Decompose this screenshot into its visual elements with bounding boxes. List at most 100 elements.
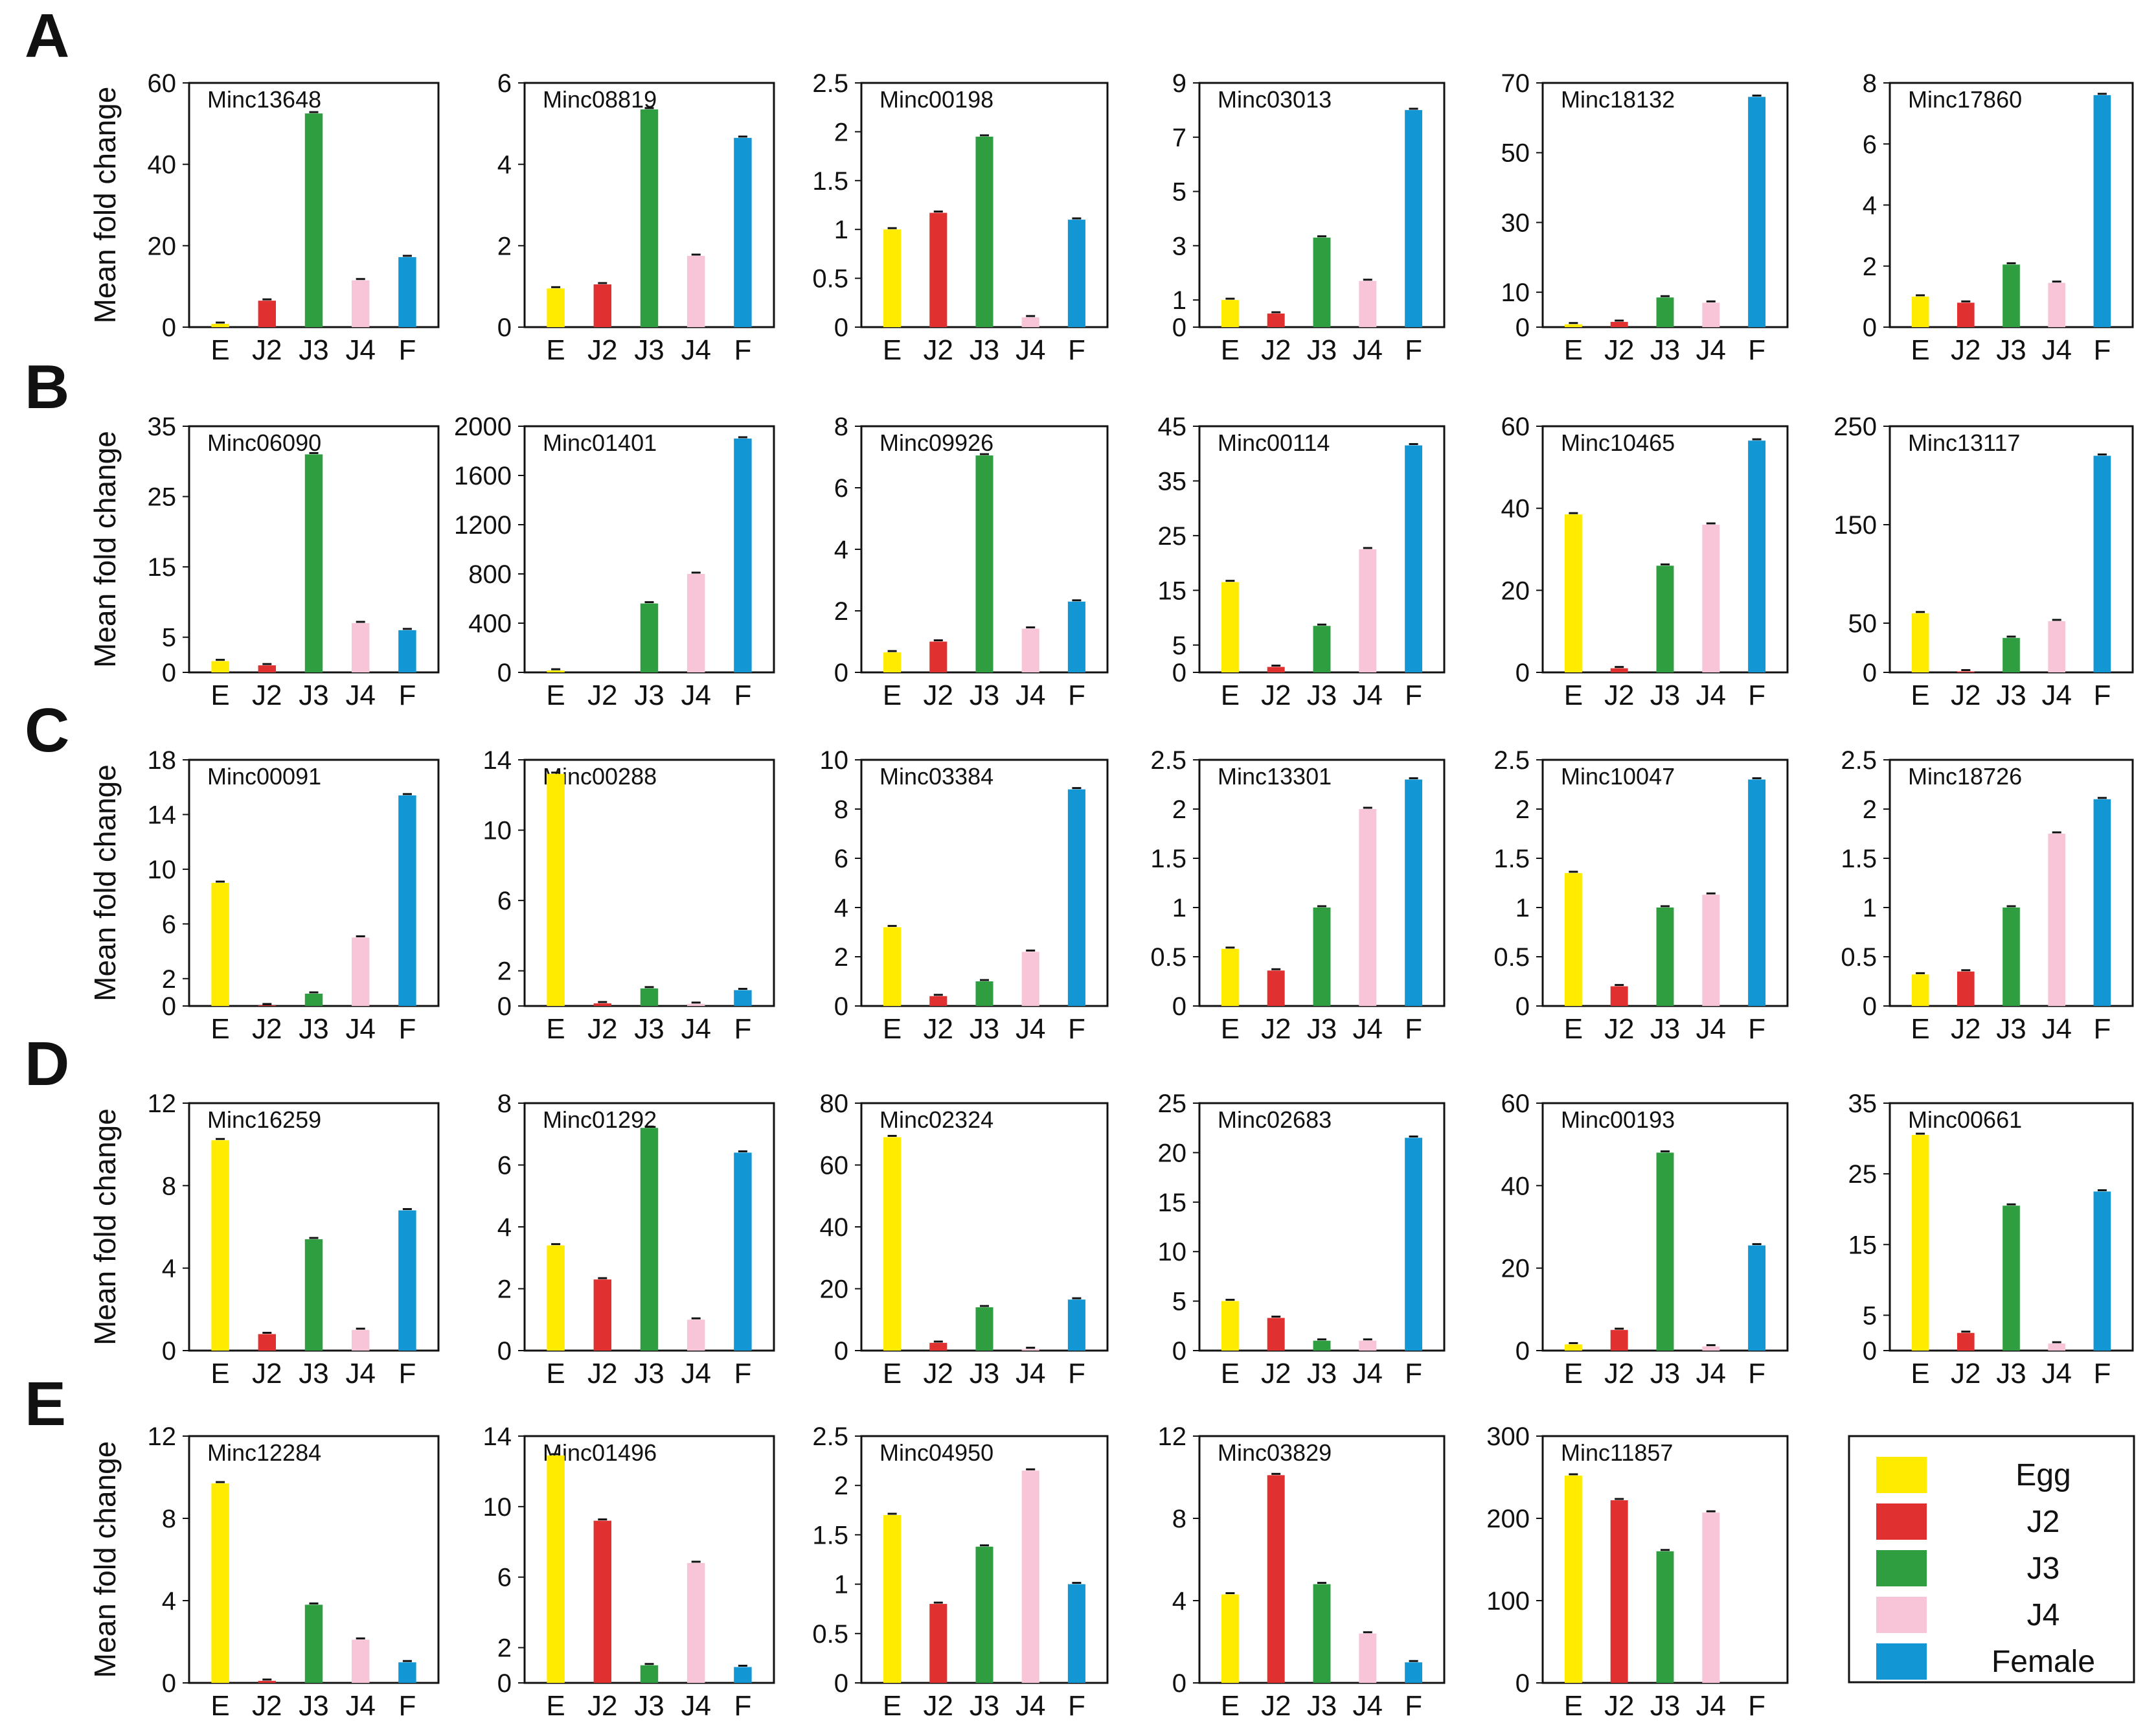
x-tick-label: F bbox=[1068, 1690, 1085, 1722]
bar-j4 bbox=[351, 1639, 370, 1683]
x-tick-label: J2 bbox=[924, 334, 953, 366]
bar-f bbox=[398, 1662, 416, 1683]
x-tick-label: E bbox=[546, 680, 565, 711]
y-tick-label: 0 bbox=[162, 1337, 176, 1365]
y-tick-label: 45 bbox=[1158, 413, 1187, 441]
x-tick-label: E bbox=[1221, 334, 1240, 366]
y-tick-label: 5 bbox=[1863, 1301, 1877, 1330]
x-tick-label: E bbox=[1911, 1013, 1929, 1045]
x-tick-label: E bbox=[1911, 334, 1929, 366]
bar-f bbox=[734, 1152, 752, 1351]
y-tick-label: 8 bbox=[497, 1090, 512, 1118]
bar-j3 bbox=[640, 1665, 659, 1683]
bar-j4 bbox=[1702, 525, 1720, 672]
y-tick-label: 0 bbox=[1863, 314, 1877, 342]
x-tick-label: J3 bbox=[1996, 334, 2026, 366]
y-tick-label: 0.5 bbox=[812, 1620, 848, 1649]
y-tick-label: 1.5 bbox=[1493, 845, 1530, 873]
x-tick-label: F bbox=[734, 680, 751, 711]
bar-e bbox=[211, 323, 229, 327]
x-tick-label: J3 bbox=[1996, 680, 2026, 711]
x-tick-label: F bbox=[2093, 1013, 2111, 1045]
bar-j2 bbox=[593, 284, 612, 327]
bar-e bbox=[547, 773, 565, 1006]
y-tick-label: 15 bbox=[1158, 577, 1187, 605]
chart-minc11857: 0 100 200 300 Minc11857 E J2 J3 J4 F bbox=[1486, 1422, 1789, 1722]
x-tick-label: J4 bbox=[2041, 680, 2071, 711]
x-tick-label: J4 bbox=[1696, 1690, 1726, 1722]
legend-label-f: Female bbox=[1991, 1645, 2095, 1679]
bar-j2 bbox=[929, 996, 948, 1006]
x-tick-label: J2 bbox=[252, 1013, 282, 1045]
bar-f bbox=[1405, 1137, 1423, 1351]
y-tick-label: 8 bbox=[162, 1505, 176, 1533]
x-tick-label: J4 bbox=[2041, 334, 2071, 366]
x-tick-label: E bbox=[210, 1013, 229, 1045]
x-tick-label: J2 bbox=[1261, 334, 1291, 366]
bar-f bbox=[2093, 799, 2111, 1006]
bar-e bbox=[1564, 1344, 1582, 1351]
y-tick-label: 6 bbox=[497, 887, 512, 915]
bar-j3 bbox=[304, 1239, 323, 1351]
bar-e bbox=[1564, 1475, 1582, 1683]
y-tick-label: 20 bbox=[820, 1275, 849, 1304]
x-tick-label: J2 bbox=[252, 334, 282, 366]
y-tick-label: 5 bbox=[1172, 1288, 1186, 1316]
bar-e bbox=[883, 652, 902, 672]
x-tick-label: J3 bbox=[970, 1013, 999, 1045]
bar-j2 bbox=[1267, 1318, 1285, 1351]
x-tick-label: E bbox=[1221, 680, 1240, 711]
x-tick-label: J4 bbox=[1696, 1013, 1726, 1045]
chart-title: Minc11857 bbox=[1561, 1439, 1673, 1466]
x-tick-label: J4 bbox=[681, 334, 710, 366]
bar-f bbox=[398, 630, 416, 672]
bar-j2 bbox=[258, 301, 277, 327]
bar-j2 bbox=[1610, 986, 1628, 1006]
y-tick-label: 1 bbox=[1172, 286, 1186, 315]
chart-title: Minc13117 bbox=[1908, 429, 2020, 456]
chart-title: Minc00091 bbox=[207, 763, 321, 790]
y-tick-label: 5 bbox=[162, 624, 176, 652]
y-tick-label: 6 bbox=[497, 1152, 512, 1180]
y-tick-label: 60 bbox=[820, 1152, 849, 1180]
x-tick-label: F bbox=[1405, 1013, 1422, 1045]
x-tick-label: J4 bbox=[345, 680, 375, 711]
bar-j3 bbox=[1313, 1340, 1331, 1351]
y-tick-label: 10 bbox=[483, 1493, 512, 1522]
y-tick-label: 10 bbox=[148, 856, 177, 884]
legend-label-j3: J3 bbox=[2027, 1551, 2060, 1586]
x-tick-label: F bbox=[1748, 334, 1765, 366]
x-tick-label: F bbox=[398, 1358, 416, 1389]
y-tick-label: 60 bbox=[148, 69, 177, 98]
chart-title: Minc09926 bbox=[879, 429, 993, 456]
y-tick-label: 2 bbox=[834, 1472, 848, 1500]
x-tick-label: J2 bbox=[1604, 334, 1634, 366]
y-tick-label: 250 bbox=[1833, 413, 1877, 441]
y-tick-label: 1.5 bbox=[1841, 845, 1877, 873]
bar-f bbox=[2093, 1191, 2111, 1351]
y-tick-label: 2 bbox=[1515, 795, 1530, 824]
chart-title: Minc03384 bbox=[879, 763, 993, 790]
y-tick-label: 10 bbox=[1501, 279, 1530, 307]
y-tick-label: 150 bbox=[1833, 511, 1877, 540]
x-tick-label: J3 bbox=[299, 1013, 328, 1045]
x-tick-label: J4 bbox=[1696, 334, 1726, 366]
x-tick-label: J3 bbox=[970, 680, 999, 711]
y-tick-label: 2.5 bbox=[1150, 746, 1186, 775]
y-tick-label: 0 bbox=[1515, 992, 1530, 1021]
x-tick-label: E bbox=[546, 1690, 565, 1722]
bar-j2 bbox=[1267, 314, 1285, 327]
y-tick-label: 40 bbox=[148, 151, 177, 179]
x-tick-label: J3 bbox=[1650, 334, 1680, 366]
x-tick-label: J2 bbox=[924, 680, 953, 711]
x-tick-label: J3 bbox=[299, 1690, 328, 1722]
x-tick-label: J2 bbox=[1261, 1013, 1291, 1045]
y-tick-label: 2 bbox=[497, 1634, 512, 1663]
x-tick-label: J3 bbox=[634, 334, 664, 366]
bar-j3 bbox=[975, 136, 993, 327]
bar-e bbox=[1911, 613, 1929, 672]
chart-title: Minc13648 bbox=[207, 86, 321, 113]
bar-e bbox=[1221, 582, 1239, 672]
bar-j4 bbox=[1021, 1470, 1039, 1683]
